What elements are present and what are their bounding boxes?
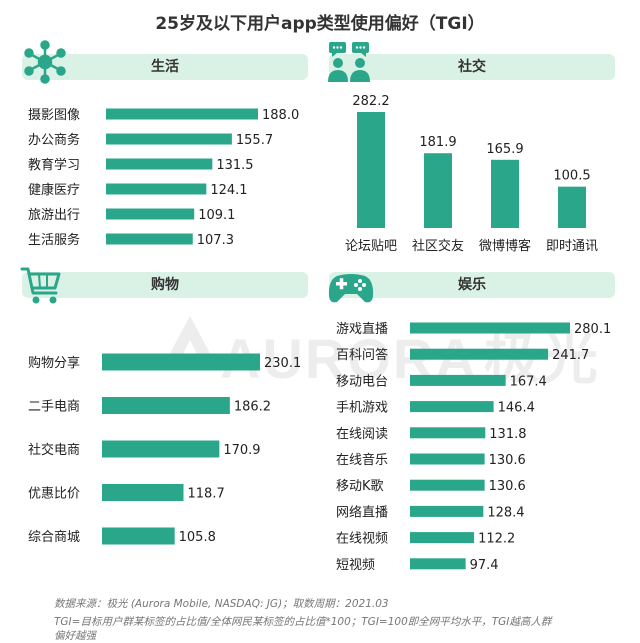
bar	[106, 208, 195, 220]
people-chat-icon	[328, 42, 370, 82]
value-label: 100.5	[553, 169, 590, 184]
category-label: 即时通讯	[546, 239, 598, 254]
panel-title-social: 社交	[458, 59, 486, 75]
value-label: 181.9	[419, 135, 456, 150]
bar	[491, 159, 519, 228]
bar	[410, 401, 494, 413]
category-label: 在线阅读	[336, 427, 388, 442]
bar	[410, 348, 549, 360]
value-label: 97.4	[470, 558, 499, 573]
value-label: 109.1	[198, 208, 235, 223]
value-label: 282.2	[352, 94, 389, 109]
category-label: 手机游戏	[336, 401, 388, 416]
value-label: 112.2	[478, 532, 515, 547]
value-label: 188.0	[262, 108, 299, 123]
bar	[102, 484, 184, 501]
category-label: 社区交友	[412, 238, 464, 254]
bar	[357, 112, 385, 228]
category-label: 短视频	[336, 558, 375, 573]
bar	[102, 527, 175, 545]
bar	[558, 186, 586, 228]
bar	[410, 479, 485, 491]
bar	[106, 233, 193, 245]
category-label: 旅游出行	[28, 208, 80, 223]
bar	[102, 397, 230, 414]
bar	[410, 505, 484, 517]
value-label: 128.4	[487, 505, 524, 520]
bar	[106, 158, 213, 170]
panel-title-life: 生活	[151, 59, 179, 75]
chart-shopping: 购物分享 230.1 二手电商 186.2 社交电商 170.9 优惠比价 118.7 综合商城…	[28, 353, 301, 545]
category-label: 生活服务	[28, 232, 80, 248]
value-label: 280.1	[574, 322, 611, 337]
category-label: 论坛贴吧	[345, 239, 397, 254]
value-label: 230.1	[264, 356, 301, 371]
category-label: 购物分享	[28, 355, 80, 371]
bar	[102, 440, 220, 458]
bar	[410, 453, 485, 465]
footnote-tgi-definition-cont: 偏好越强	[54, 630, 96, 642]
category-label: 游戏直播	[336, 322, 388, 337]
category-label: 微博博客	[479, 238, 531, 254]
panel-title-shopping: 购物	[151, 277, 179, 293]
bar	[106, 108, 258, 120]
category-label: 二手电商	[28, 400, 80, 415]
value-label: 131.5	[216, 158, 253, 173]
value-label: 118.7	[188, 487, 225, 502]
category-label: 社交电商	[28, 442, 80, 458]
bar	[424, 153, 452, 228]
value-label: 105.8	[179, 530, 216, 545]
category-label: 摄影图像	[28, 108, 80, 123]
value-label: 170.9	[223, 443, 260, 458]
value-label: 146.4	[498, 401, 535, 416]
bar	[410, 322, 570, 334]
panel-header-entertainment: 娱乐	[329, 272, 615, 298]
bar	[410, 532, 475, 544]
value-label: 130.6	[489, 453, 526, 468]
panel-header-life: 生活	[22, 54, 308, 80]
chart-entertainment: 游戏直播 280.1 百科问答 241.7 移动电台 167.4 手机游戏 146.4 在线阅读…	[336, 322, 611, 573]
category-label: 百科问答	[336, 347, 388, 363]
category-label: 健康医疗	[28, 182, 80, 198]
bar	[106, 183, 207, 195]
footnote-source: 数据来源：极光 (Aurora Mobile, NASDAQ: JG)；取数周期…	[54, 598, 389, 610]
bar	[410, 427, 486, 439]
value-label: 155.7	[236, 133, 273, 148]
category-label: 网络直播	[336, 504, 388, 520]
bar	[106, 133, 232, 145]
category-label: 移动K歌	[336, 479, 384, 494]
chart-life: 摄影图像 188.0 办公商务 155.7 教育学习 131.5 健康医疗 124.1 旅游出行…	[28, 108, 299, 248]
bar	[102, 353, 260, 371]
chart-social: 282.2 论坛贴吧 181.9 社区交友 165.9 微博博客 100.5 即时通讯	[345, 94, 598, 254]
value-label: 130.6	[489, 479, 526, 494]
category-label: 在线音乐	[336, 452, 388, 468]
panel-title-entertainment: 娱乐	[458, 277, 486, 293]
network-icon	[24, 40, 66, 84]
panel-header-social: 社交	[329, 54, 615, 80]
value-label: 167.4	[510, 374, 547, 389]
category-label: 教育学习	[28, 157, 80, 173]
value-label: 107.3	[197, 233, 234, 248]
value-label: 131.8	[489, 427, 526, 442]
bar	[410, 558, 466, 570]
category-label: 移动电台	[336, 374, 388, 389]
chart-title: 25岁及以下用户app类型使用偏好（TGI）	[155, 14, 485, 34]
footnote-tgi-definition: TGI=目标用户群某标签的占比值/全体网民某标签的占比值*100；TGI=100…	[54, 616, 552, 628]
category-label: 办公商务	[28, 132, 80, 148]
value-label: 241.7	[552, 348, 589, 363]
category-label: 综合商城	[28, 530, 80, 545]
shopping-cart-icon	[20, 267, 61, 304]
panel-header-shopping: 购物	[22, 272, 308, 298]
value-label: 124.1	[210, 183, 247, 198]
value-label: 165.9	[486, 142, 523, 157]
category-label: 优惠比价	[28, 487, 80, 502]
bar	[410, 374, 506, 386]
gamepad-icon	[328, 274, 374, 303]
value-label: 186.2	[234, 400, 271, 415]
category-label: 在线视频	[336, 532, 388, 547]
